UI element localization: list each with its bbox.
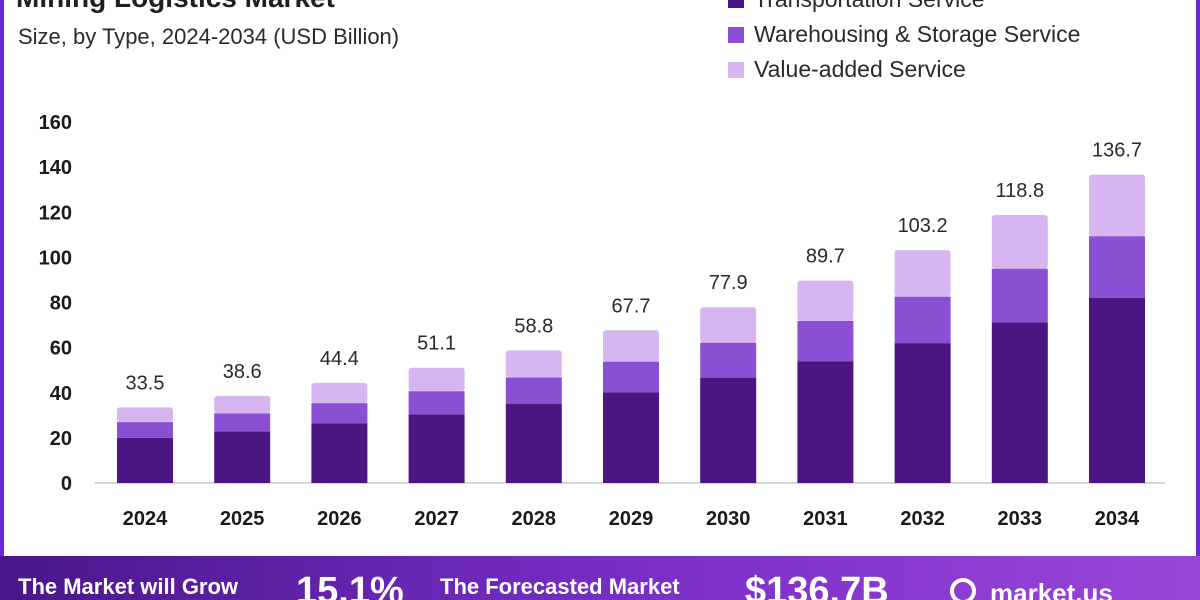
- bar-2032-value-added: [894, 250, 951, 297]
- legend-item-transportation: Transportation Service: [728, 0, 1080, 17]
- bar-2033-warehousing: [991, 268, 1048, 323]
- bar-2034-transportation: [1089, 297, 1145, 483]
- bar-2026-warehousing: [311, 403, 368, 424]
- data-label-2029: 67.7: [612, 295, 651, 317]
- y-tick-label-120: 120: [39, 202, 72, 224]
- x-tick-label-2030: 2030: [706, 508, 751, 530]
- bar-2028-warehousing: [505, 377, 562, 405]
- bar-2028-transportation: [505, 404, 562, 483]
- legend-swatch-value-added: [728, 61, 744, 78]
- x-tick-label-2033: 2033: [998, 508, 1043, 530]
- legend-label-transportation: Transportation Service: [754, 0, 985, 13]
- legend-label-value-added: Value-added Service: [754, 56, 966, 82]
- x-tick-label-2024: 2024: [123, 508, 168, 530]
- legend-item-warehousing: Warehousing & Storage Service: [728, 17, 1080, 52]
- legend: Transportation Service Warehousing & Sto…: [728, 0, 1080, 87]
- bar-2026-transportation: [311, 423, 368, 483]
- x-tick-label-2034: 2034: [1095, 508, 1140, 530]
- x-tick-label-2027: 2027: [414, 508, 459, 530]
- chart-title: Mining Logistics Market: [16, 0, 335, 14]
- data-label-2033: 118.8: [996, 180, 1045, 202]
- data-label-2024: 33.5: [126, 372, 165, 394]
- bar-2025-transportation: [214, 431, 271, 483]
- bar-2033-transportation: [991, 322, 1048, 483]
- y-tick-label-20: 20: [50, 428, 72, 450]
- bar-2030-warehousing: [700, 342, 757, 378]
- legend-swatch-warehousing: [728, 26, 744, 43]
- x-tick-label-2025: 2025: [220, 508, 265, 530]
- bar-2026-value-added: [311, 382, 368, 404]
- bar-2024-value-added: [117, 407, 173, 423]
- bar-2031-transportation: [797, 361, 854, 483]
- bar-2025-warehousing: [214, 413, 271, 432]
- bar-2030-value-added: [700, 307, 757, 343]
- bar-2027-warehousing: [408, 391, 465, 415]
- x-tick-label-2026: 2026: [317, 508, 362, 530]
- data-label-2032: 103.2: [898, 215, 948, 237]
- bar-2031-value-added: [797, 280, 854, 322]
- footer-brand: market.us: [990, 578, 1113, 600]
- y-tick-label-40: 40: [50, 383, 72, 405]
- bar-2029-transportation: [603, 392, 659, 483]
- y-tick-label-0: 0: [61, 473, 72, 495]
- y-tick-label-80: 80: [50, 293, 72, 315]
- data-label-2025: 38.6: [223, 361, 262, 383]
- x-tick-label-2028: 2028: [512, 508, 557, 530]
- legend-item-value-added: Value-added Service: [728, 52, 1080, 87]
- data-label-2026: 44.4: [320, 348, 359, 370]
- y-tick-label-100: 100: [39, 247, 72, 269]
- brand-logo-icon: [950, 578, 976, 600]
- bar-2034-value-added: [1089, 174, 1145, 237]
- data-label-2031: 89.7: [806, 246, 845, 268]
- x-tick-label-2031: 2031: [803, 508, 848, 530]
- data-label-2027: 51.1: [417, 333, 456, 355]
- data-label-2034: 136.7: [1092, 140, 1142, 162]
- legend-label-warehousing: Warehousing & Storage Service: [754, 21, 1081, 47]
- y-tick-label-160: 160: [39, 112, 72, 134]
- chart-subtitle: Size, by Type, 2024-2034 (USD Billion): [18, 24, 400, 49]
- x-tick-label-2032: 2032: [900, 508, 945, 530]
- data-label-2030: 77.9: [709, 272, 748, 294]
- x-tick-label-2029: 2029: [609, 508, 654, 530]
- footer-forecast-value: $136.7B: [745, 570, 889, 600]
- footer-grow-label: The Market will Grow: [18, 574, 239, 599]
- footer-cagr-value: 15.1%: [296, 570, 404, 600]
- bar-chart: 0 20 40 60 80 100 120 140 160 33.5 2024 38.6 2025 44.…: [39, 112, 1165, 530]
- bar-2029-value-added: [603, 330, 659, 362]
- data-label-2028: 58.8: [514, 315, 553, 337]
- bar-2034-warehousing: [1089, 236, 1145, 298]
- bar-2025-value-added: [214, 395, 271, 414]
- y-tick-label-60: 60: [50, 338, 72, 360]
- bar-2030-transportation: [700, 377, 757, 483]
- bar-2031-warehousing: [797, 321, 854, 362]
- bar-2024-warehousing: [117, 422, 173, 438]
- bar-2027-transportation: [408, 414, 465, 483]
- bar-2033-value-added: [991, 214, 1048, 269]
- bar-2032-transportation: [894, 343, 951, 483]
- footer-banner: The Market will Grow 15.1% The Forecaste…: [0, 556, 1200, 600]
- bar-2027-value-added: [408, 367, 465, 392]
- bar-2028-value-added: [505, 350, 562, 378]
- footer-forecast-label: The Forecasted Market: [440, 574, 680, 599]
- bar-2029-warehousing: [603, 361, 659, 393]
- y-tick-label-140: 140: [39, 157, 72, 179]
- bar-2024-transportation: [117, 437, 173, 483]
- bar-2032-warehousing: [894, 296, 951, 344]
- legend-swatch-transportation: [728, 0, 744, 8]
